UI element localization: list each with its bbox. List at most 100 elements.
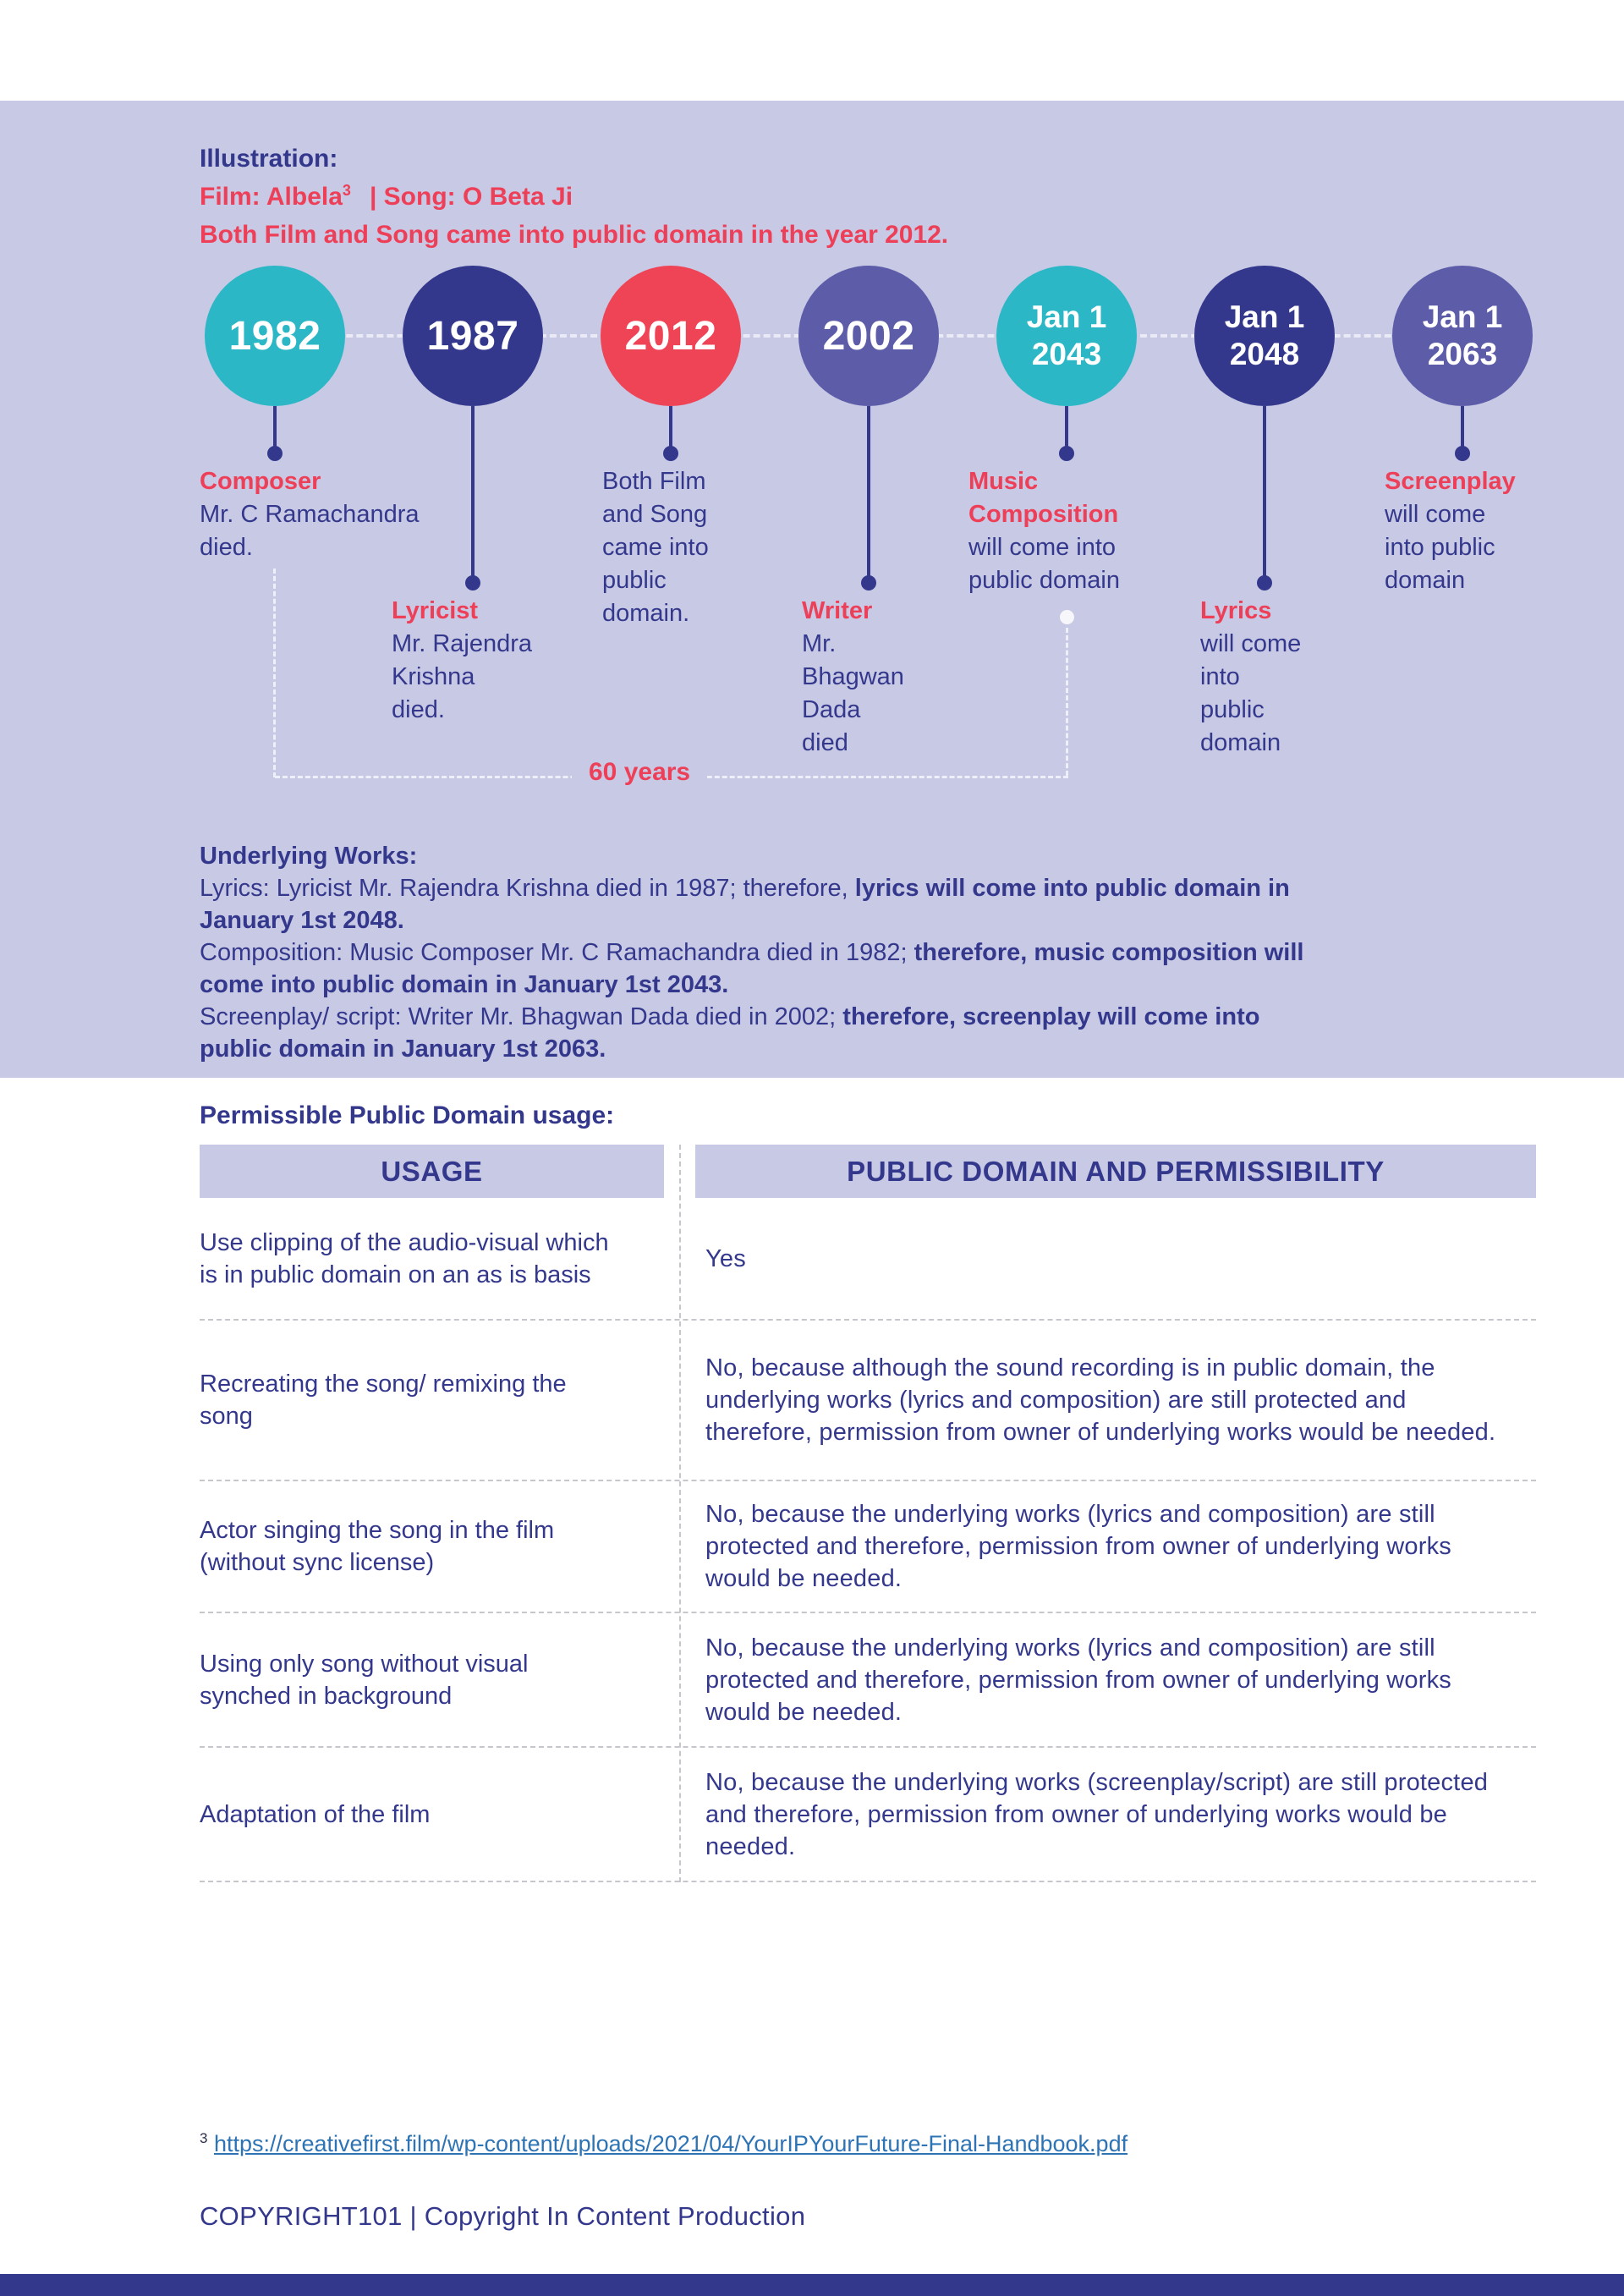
timeline-year-text: 2043 xyxy=(1031,337,1102,371)
film-song-line: Film: Albela3 | Song: O Beta Ji xyxy=(200,178,948,216)
timeline-caption: will come into public domain xyxy=(1385,501,1495,594)
timeline-caption: Both Film and Song came into public doma… xyxy=(602,468,709,627)
works-screenplay-text: Screenplay/ script: Writer Mr. Bhagwan D… xyxy=(200,1003,843,1030)
timeline-label: Lyricist xyxy=(392,597,479,624)
table-row: Using only song without visual synched i… xyxy=(200,1613,1536,1748)
bottom-bar xyxy=(0,2274,1624,2296)
timeline-year-text: Jan 1 xyxy=(1224,299,1305,334)
timeline-label: Music Composition xyxy=(968,468,1119,528)
timeline-circle-2012: 2012 xyxy=(601,266,741,406)
underlying-works-composition: Composition: Music Composer Mr. C Ramach… xyxy=(200,937,1595,1001)
timeline-year-text: 2012 xyxy=(624,313,717,359)
timeline-caption: Mr. C Ramachandra died. xyxy=(200,501,420,561)
timeline-text-2002: Writer Mr. Bhagwan Dada died xyxy=(802,595,1106,760)
works-lyrics-text: Lyrics: Lyricist Mr. Rajendra Krishna di… xyxy=(200,875,855,902)
timeline-label: Lyrics xyxy=(1200,597,1272,624)
timeline-stem-jan-1-2048 xyxy=(1263,406,1266,583)
timeline-dot-jan-1-2043 xyxy=(1059,446,1074,461)
table-row: Recreating the song/ remixing the song No… xyxy=(200,1321,1536,1481)
timeline-text-jan-1-2048: Lyrics will come into public domain xyxy=(1200,595,1505,760)
permissibility-cell: Yes xyxy=(705,1244,746,1272)
permissibility-cell: No, because the underlying works (lyrics… xyxy=(705,1634,1452,1726)
table-row: Use clipping of the audio-visual which i… xyxy=(200,1198,1536,1321)
timeline-stem-jan-1-2043 xyxy=(1065,406,1068,453)
table-title: Permissible Public Domain usage: xyxy=(200,1101,615,1129)
permissibility-cell: No, because although the sound recording… xyxy=(705,1354,1496,1446)
usage-cell: Adaptation of the film xyxy=(200,1800,431,1828)
timeline-year-text: Jan 1 xyxy=(1026,299,1107,334)
timeline-label: Composer xyxy=(200,468,321,495)
timeline-year-text: Jan 1 xyxy=(1422,299,1503,334)
works-composition-bold: therefore, music composition will come i… xyxy=(200,939,1304,998)
timeline-year-text: 1982 xyxy=(228,313,321,359)
timeline-dot-2012 xyxy=(663,446,678,461)
timeline-dot-2002 xyxy=(861,575,876,590)
column-header-usage: USAGE xyxy=(200,1145,664,1198)
timeline-caption: will come into public domain xyxy=(1200,630,1302,756)
table-row: Actor singing the song in the film (with… xyxy=(200,1481,1536,1613)
timeline-circle-1982: 1982 xyxy=(205,266,345,406)
usage-cell: Recreating the song/ remixing the song xyxy=(200,1370,567,1430)
underlying-works-lyrics: Lyrics: Lyricist Mr. Rajendra Krishna di… xyxy=(200,872,1595,937)
underlying-works-heading: Underlying Works: xyxy=(200,843,418,870)
footnote: 3 https://creativefirst.film/wp-content/… xyxy=(200,2130,1127,2157)
timeline-year-text: 2048 xyxy=(1229,337,1300,371)
timeline-caption: Mr. Rajendra Krishna died. xyxy=(392,630,533,723)
timeline-stem-2012 xyxy=(669,406,672,453)
timeline-stem-2002 xyxy=(867,406,870,583)
underlying-works: Underlying Works: Lyrics: Lyricist Mr. R… xyxy=(200,840,1595,1065)
timeline-dot-jan-1-2048 xyxy=(1257,575,1272,590)
sixty-years-connector-right xyxy=(1066,628,1068,776)
timeline-text-jan-1-2063: Screenplay will come into public domain xyxy=(1385,465,1624,597)
usage-cell: Using only song without visual synched i… xyxy=(200,1650,529,1710)
works-screenplay-bold: therefore, screenplay will come into pub… xyxy=(200,1003,1260,1063)
timeline-text-1987: Lyricist Mr. Rajendra Krishna died. xyxy=(392,595,696,727)
timeline-dot-1987 xyxy=(465,575,480,590)
footer-text: COPYRIGHT101 | Copyright In Content Prod… xyxy=(200,2201,806,2231)
song-title: | Song: O Beta Ji xyxy=(369,183,573,211)
timeline-text-1982: Composer Mr. C Ramachandra died. xyxy=(200,465,504,564)
timeline-circle-1987: 1987 xyxy=(403,266,543,406)
permissibility-cell: No, because the underlying works (screen… xyxy=(705,1768,1489,1860)
works-composition-text: Composition: Music Composer Mr. C Ramach… xyxy=(200,939,914,966)
timeline-circle-jan-1-2048: Jan 1 2048 xyxy=(1194,266,1335,406)
timeline-text-2012: Both Film and Song came into public doma… xyxy=(602,465,907,630)
footnote-number: 3 xyxy=(200,2130,208,2146)
illustration-heading: Illustration: xyxy=(200,145,338,173)
illustration-panel: Illustration: Film: Albela3 | Song: O Bet… xyxy=(0,101,1624,1078)
usage-cell: Actor singing the song in the film (with… xyxy=(200,1517,555,1576)
footnote-link[interactable]: https://creativefirst.film/wp-content/up… xyxy=(213,2131,1128,2156)
column-header-permissibility: PUBLIC DOMAIN AND PERMISSIBILITY xyxy=(695,1145,1536,1198)
table-row: Adaptation of the film No, because the un… xyxy=(200,1748,1536,1882)
timeline-label: Writer xyxy=(802,597,873,624)
illustration-description: Both Film and Song came into public doma… xyxy=(200,221,949,249)
timeline-stem-1987 xyxy=(471,406,475,583)
usage-cell: Use clipping of the audio-visual which i… xyxy=(200,1228,609,1288)
timeline-caption: will come into public domain xyxy=(968,534,1120,594)
footnote-marker: 3 xyxy=(342,182,351,199)
works-lyrics-bold: lyrics will come into public domain in J… xyxy=(200,875,1290,934)
timeline-dot-jan-1-2063 xyxy=(1455,446,1470,461)
timeline-circle-jan-1-2043: Jan 1 2043 xyxy=(996,266,1137,406)
underlying-works-screenplay: Screenplay/ script: Writer Mr. Bhagwan D… xyxy=(200,1001,1595,1065)
timeline-label: Screenplay xyxy=(1385,468,1516,495)
timeline-year-text: 2063 xyxy=(1427,337,1498,371)
permissibility-table: USAGE PUBLIC DOMAIN AND PERMISSIBILITY U… xyxy=(200,1145,1536,1882)
timeline-circle-jan-1-2063: Jan 1 2063 xyxy=(1392,266,1533,406)
film-title: Film: Albela xyxy=(200,183,343,211)
sixty-years-label: 60 years xyxy=(572,758,708,787)
intro-block: Illustration: Film: Albela3 | Song: O Bet… xyxy=(200,140,948,254)
connector-endpoint-dot xyxy=(1060,610,1074,624)
timeline-year-text: 1987 xyxy=(426,313,519,359)
timeline-stem-jan-1-2063 xyxy=(1461,406,1464,453)
timeline-stem-1982 xyxy=(273,406,277,453)
column-divider xyxy=(679,1145,681,1882)
timeline-caption: Mr. Bhagwan Dada died xyxy=(802,630,904,756)
table-header-row: USAGE PUBLIC DOMAIN AND PERMISSIBILITY xyxy=(200,1145,1536,1198)
table-rows: Use clipping of the audio-visual which i… xyxy=(200,1198,1536,1882)
timeline-dot-1982 xyxy=(267,446,283,461)
timeline-circle-2002: 2002 xyxy=(798,266,939,406)
timeline-text-jan-1-2043: Music Composition will come into public d… xyxy=(968,465,1273,597)
timeline-year-text: 2002 xyxy=(822,313,915,359)
